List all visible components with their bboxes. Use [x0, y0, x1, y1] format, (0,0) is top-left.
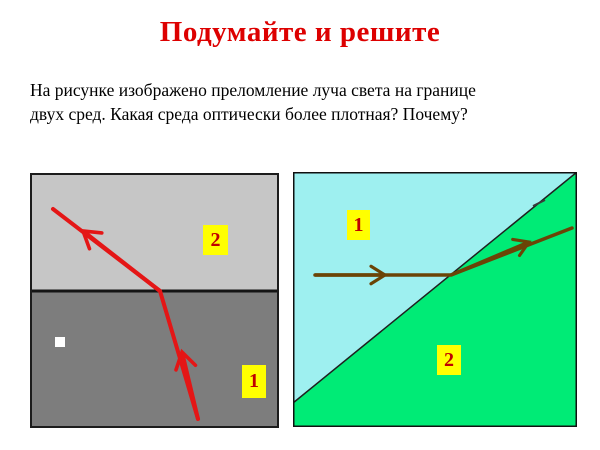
left-diagram-canvas — [30, 173, 279, 428]
incident-ray-arrow — [174, 348, 200, 420]
medium-label-upper: 1 — [347, 210, 370, 240]
medium-label-top: 2 — [203, 225, 228, 255]
right-refraction-diagram: 1 2 — [293, 172, 577, 427]
diagram-border — [30, 173, 279, 428]
medium-label-lower: 2 — [437, 345, 461, 375]
medium-2-region — [293, 172, 577, 427]
diagram-border — [293, 172, 577, 427]
page-title: Подумайте и решите — [159, 16, 441, 48]
medium-1-region — [30, 291, 279, 428]
refracted-ray-arrow — [80, 228, 162, 293]
white-square-marker — [55, 337, 65, 347]
media-boundary-line — [293, 172, 577, 404]
boundary-tick-mark — [532, 199, 546, 207]
right-diagram-canvas — [293, 172, 577, 427]
medium-label-bottom: 1 — [242, 365, 266, 398]
medium-2-region — [30, 173, 279, 291]
question-text-line-2: двух сред. Какая среда оптически более п… — [30, 104, 468, 124]
left-refraction-diagram: 2 1 — [30, 173, 279, 428]
question-text: На рисунке изображено преломление луча с… — [30, 78, 575, 126]
question-text-line-1: На рисунке изображено преломление луча с… — [30, 80, 476, 100]
refracted-ray-arrow — [450, 237, 532, 277]
